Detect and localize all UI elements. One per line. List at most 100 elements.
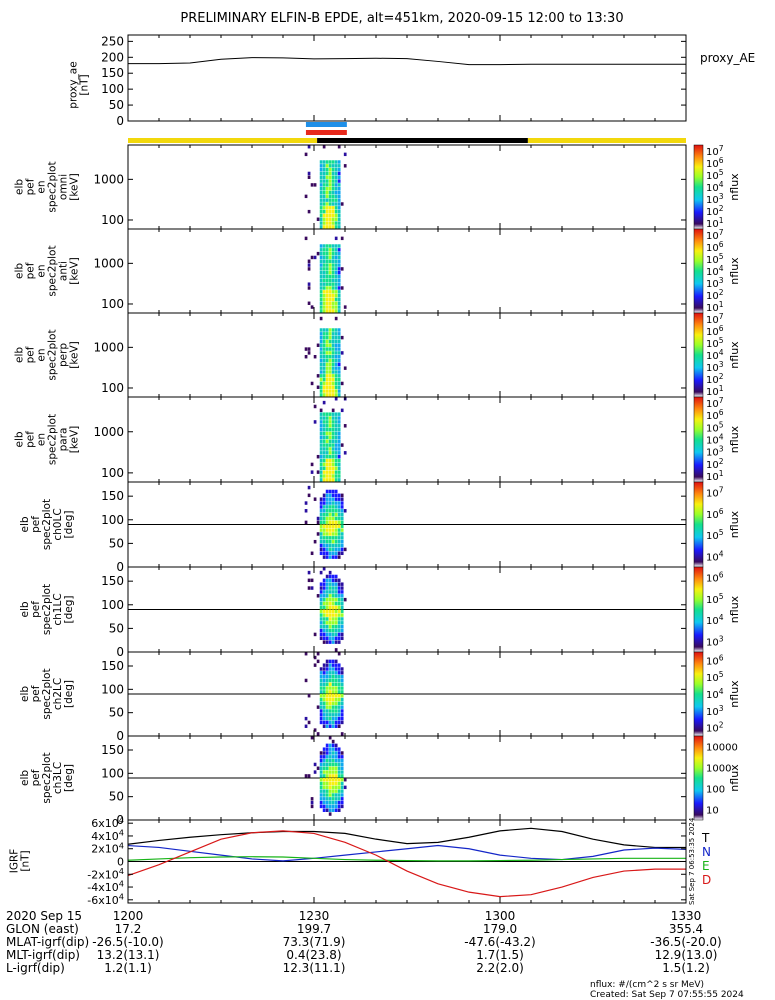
spec-pixel: [325, 190, 329, 195]
spec-pixel: [319, 190, 323, 195]
spec-pixel: [328, 489, 332, 494]
spec-pixel: [331, 274, 335, 279]
spec-pixel: [328, 743, 332, 748]
spec-pixel: [319, 762, 323, 767]
spec-pixel: [322, 385, 326, 389]
spec-pixel: [322, 435, 326, 440]
spec-pixel: [331, 213, 335, 218]
spec-pixel: [328, 797, 332, 801]
ylabel-line: [keV]: [69, 173, 81, 201]
spec-pixel: [328, 374, 332, 378]
spec-pixel: [325, 551, 329, 556]
spec-pixel: [328, 274, 332, 279]
spec-pixel: [325, 198, 329, 202]
spec-pixel: [337, 393, 341, 397]
spec-pixel: [334, 497, 338, 501]
spec-pixel: [337, 808, 341, 812]
spec-pixel: [340, 497, 344, 501]
spec-pixel: [331, 800, 335, 805]
spec-pixel: [319, 412, 323, 416]
spec-pixel: [319, 539, 323, 544]
spec-pixel: [334, 701, 338, 706]
spec-pixel: [331, 351, 335, 355]
spec-pixel: [307, 263, 311, 267]
spec-pixel: [331, 766, 335, 770]
spec-pixel: [334, 590, 338, 594]
spec-pixel: [340, 686, 344, 690]
spec-pixel: [322, 724, 326, 728]
spec-pixel: [325, 520, 329, 525]
spec-pixel: [340, 512, 344, 517]
spec-pixel: [334, 167, 338, 172]
spec-pixel: [331, 597, 335, 602]
spec-pixel: [334, 251, 338, 256]
spec-pixel: [331, 171, 335, 176]
spec-pixel: [328, 578, 332, 583]
spec-pixel: [325, 293, 329, 298]
spec-pixel: [340, 520, 344, 525]
spec-pixel: [319, 427, 323, 432]
spec-pixel: [334, 381, 338, 386]
spec-pixel: [334, 248, 338, 252]
spec-pixel: [340, 609, 344, 613]
spec-pixel: [334, 286, 338, 290]
spec-pixel: [319, 582, 323, 586]
colorbar-tick-label: 103: [706, 360, 724, 374]
spec-pixel: [328, 747, 332, 751]
spec-pixel: [322, 420, 326, 424]
spec-pixel: [337, 697, 341, 702]
igrf-tick-label: 6x104: [91, 815, 124, 830]
spec-pixel: [340, 751, 344, 755]
ylabel-line: spec2plot: [47, 161, 59, 212]
spec-pixel: [334, 297, 338, 302]
spec-pixel: [325, 164, 329, 168]
spec-pixel: [322, 536, 326, 540]
spec-pixel: [334, 797, 338, 801]
colorbar-ch3LC: [693, 735, 704, 821]
spec-pixel: [340, 705, 344, 709]
spec-pixel: [322, 628, 326, 633]
spec-pixel: [337, 663, 341, 667]
spec-pixel: [322, 381, 326, 386]
spec-pixel: [322, 493, 326, 498]
spec-pixel: [328, 454, 332, 459]
igrf-legend-D: D: [702, 873, 711, 887]
spec-pixel: [331, 309, 335, 313]
spec-pixel: [319, 793, 323, 797]
spec-pixel: [310, 797, 314, 801]
spectrogram-ch2LC: [304, 652, 344, 736]
spec-pixel: [304, 716, 308, 721]
spec-pixel: [322, 624, 326, 629]
spec-pixel: [319, 524, 323, 528]
spec-pixel: [304, 724, 308, 728]
spec-pixel: [322, 160, 326, 164]
spec-pixel: [337, 586, 341, 590]
spec-tick-label: 1000: [93, 425, 124, 439]
spec-pixel: [328, 532, 332, 536]
spec-pixel: [319, 671, 323, 675]
spec-pixel: [322, 251, 326, 256]
spec-pixel: [325, 586, 329, 590]
spec-pixel: [310, 578, 314, 583]
spec-pixel: [331, 416, 335, 420]
spec-pixel: [331, 343, 335, 347]
spec-pixel: [319, 543, 323, 548]
ylabel-line: IGRF: [9, 849, 21, 874]
spec-pixel: [322, 374, 326, 378]
spec-pixel: [322, 274, 326, 279]
spec-pixel: [337, 183, 341, 187]
spec-pixel: [322, 594, 326, 598]
spec-pixel: [325, 555, 329, 559]
colorbar-tick-label: 104: [706, 549, 724, 563]
spec-pixel: [304, 347, 308, 351]
spec-pixel: [325, 743, 329, 748]
spec-pixel: [334, 716, 338, 721]
spec-pixel: [334, 385, 338, 389]
spec-pixel: [334, 217, 338, 221]
spec-pixel: [331, 621, 335, 625]
ephemeris-value: 1.5(1.2): [662, 961, 710, 975]
spec-pixel: [325, 377, 329, 382]
spec-pixel: [322, 301, 326, 305]
spec-pixel: [334, 720, 338, 725]
ylabel-line: spec2plot: [41, 752, 53, 803]
